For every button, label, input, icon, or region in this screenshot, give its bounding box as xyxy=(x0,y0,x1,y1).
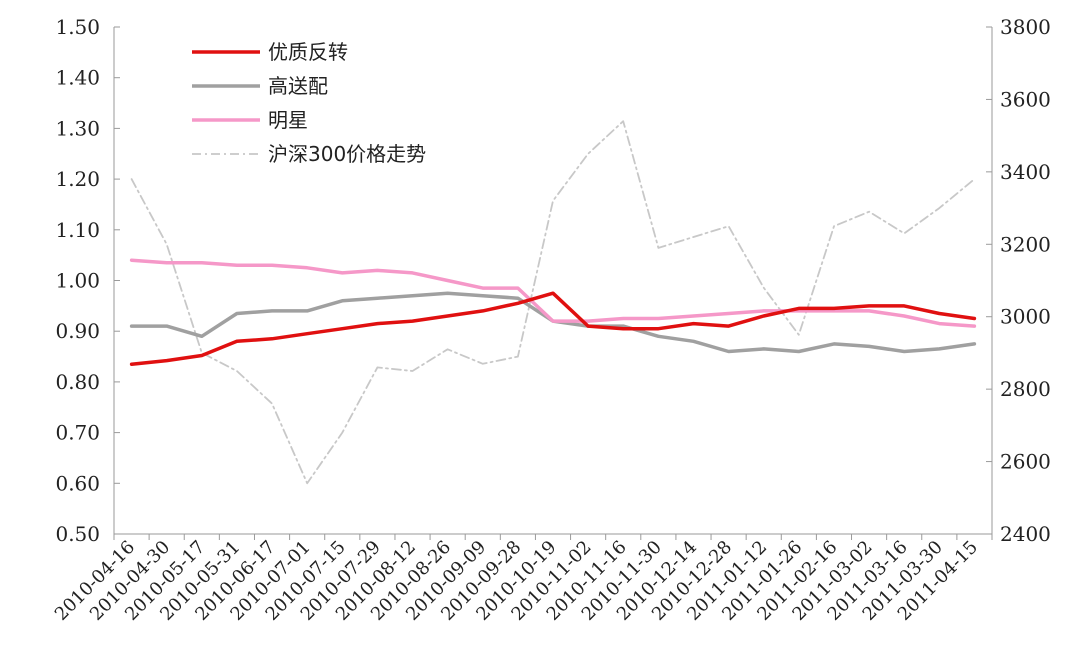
axes xyxy=(113,27,993,535)
right-tick-label: 2400 xyxy=(1000,522,1051,546)
right-axis-ticks: 2400 2600 2800 3000 3200 3400 3600 3800 xyxy=(986,15,1051,546)
legend-label-1: 高送配 xyxy=(268,74,328,98)
series-line-2 xyxy=(129,258,977,328)
left-tick-label: 1.40 xyxy=(55,66,100,90)
series-layer xyxy=(129,120,977,485)
right-tick-label: 2600 xyxy=(1000,450,1051,474)
left-tick-label: 0.60 xyxy=(55,471,100,495)
series-line-3 xyxy=(130,120,976,485)
right-tick-label: 3400 xyxy=(1000,160,1051,184)
left-tick-label: 0.70 xyxy=(55,421,100,445)
right-tick-label: 3800 xyxy=(1000,15,1051,39)
legend-label-0: 优质反转 xyxy=(268,40,348,64)
left-tick-label: 0.50 xyxy=(55,522,100,546)
left-axis-ticks: 0.50 0.60 0.70 0.80 0.90 1.00 1.10 1.20 1.30 1.40… xyxy=(55,15,120,546)
left-tick-label: 1.50 xyxy=(55,15,100,39)
right-tick-label: 3600 xyxy=(1000,87,1051,111)
series-line-0 xyxy=(129,291,977,366)
right-tick-label: 3000 xyxy=(1000,305,1051,329)
legend-label-2: 明星 xyxy=(268,108,308,132)
left-tick-label: 1.20 xyxy=(55,167,100,191)
legend-label-3: 沪深300价格走势 xyxy=(268,142,426,166)
left-tick-label: 1.00 xyxy=(55,269,100,293)
left-tick-label: 1.10 xyxy=(55,218,100,242)
right-tick-label: 3200 xyxy=(1000,232,1051,256)
x-axis-ticks: 2010-04-162010-04-302010-05-172010-05-31… xyxy=(51,534,993,625)
right-tick-label: 2800 xyxy=(1000,377,1051,401)
left-tick-label: 0.90 xyxy=(55,319,100,343)
left-tick-label: 1.30 xyxy=(55,116,100,140)
left-tick-label: 0.80 xyxy=(55,370,100,394)
